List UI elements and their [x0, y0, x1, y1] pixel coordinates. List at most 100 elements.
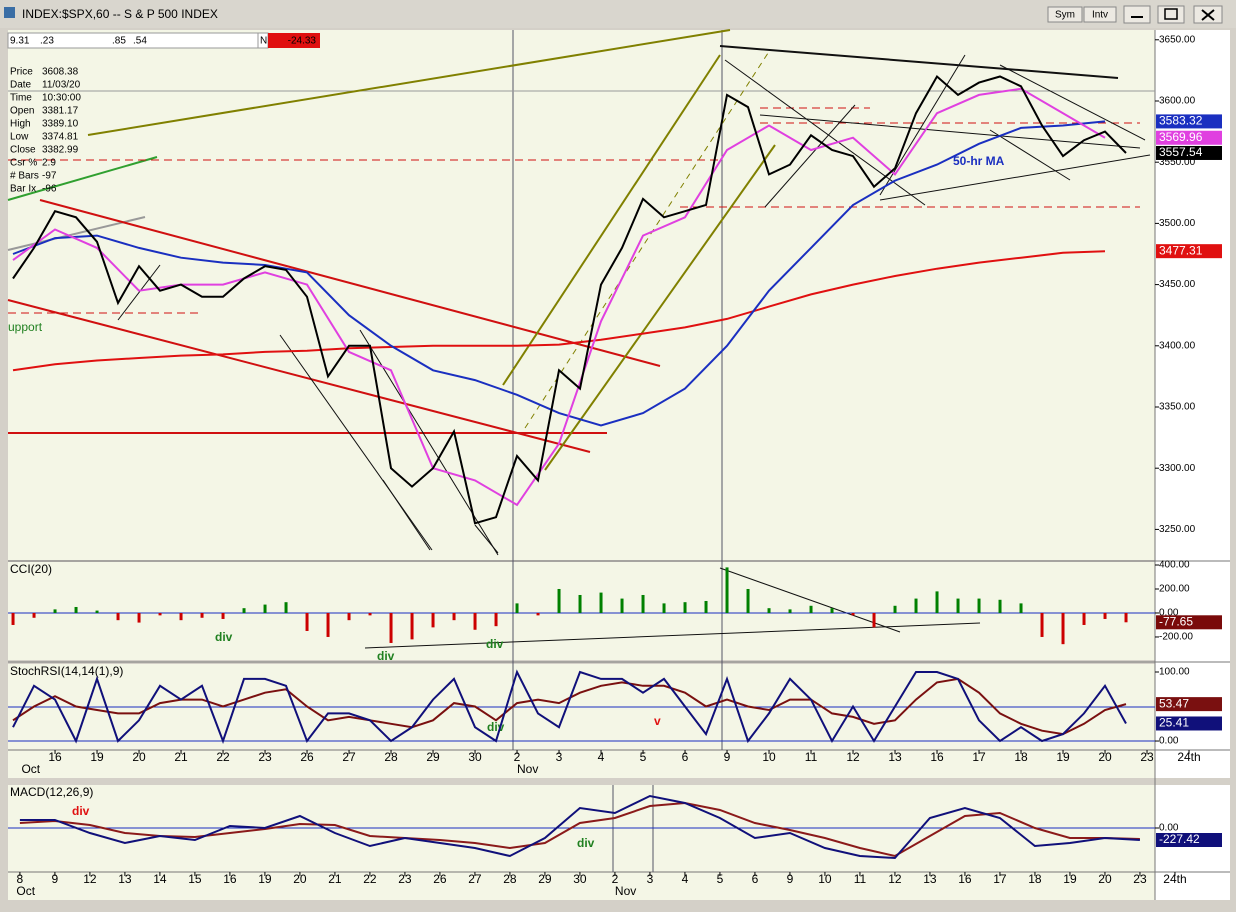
x-tick-label: 16	[48, 750, 62, 764]
bar	[872, 612, 876, 628]
price-pane	[8, 30, 1155, 560]
bar	[977, 598, 981, 613]
bar	[641, 594, 645, 613]
info-value: -96	[42, 184, 57, 195]
trendline	[87, 29, 731, 136]
y-tick-label: 3650.00	[1159, 34, 1196, 45]
intv-button[interactable]	[1083, 6, 1117, 23]
toolbar-value: N	[260, 36, 267, 47]
annotation: 50-hr MA	[953, 154, 1005, 168]
info-label: Csr %	[10, 158, 37, 169]
pane-title: StochRSI(14,14(1),9)	[10, 664, 123, 678]
bar	[158, 612, 162, 616]
channel-line	[502, 54, 721, 386]
x-tick-label: 20	[293, 872, 307, 886]
annotation: div	[377, 649, 395, 663]
value-box-label: 3557.54	[1159, 145, 1203, 159]
x-tick-label: 26	[300, 750, 314, 764]
channel-line	[524, 49, 771, 429]
bar	[32, 612, 36, 618]
info-label: Date	[10, 80, 32, 91]
value-box-label: 3569.96	[1159, 130, 1203, 144]
month-label: Oct	[16, 884, 35, 898]
y-tick-label: 3600.00	[1159, 96, 1196, 107]
y-tick-label: 3350.00	[1159, 402, 1196, 413]
info-label: Bar Ix	[10, 184, 36, 195]
readout-label: -227.42	[1159, 832, 1200, 846]
x-tick-label: 21	[328, 872, 342, 886]
annotation: div	[215, 630, 233, 644]
x-tick-label: 5	[640, 750, 647, 764]
info-label: Open	[10, 106, 34, 117]
trendline	[474, 524, 499, 554]
y-tick-label: 400.00	[1159, 560, 1190, 571]
date-axis	[8, 750, 1155, 778]
trendline	[999, 64, 1146, 141]
x-tick-label: 23	[398, 872, 412, 886]
info-label: # Bars	[10, 171, 39, 182]
annotation: v	[654, 714, 661, 728]
trendline	[759, 114, 1141, 149]
bar	[1061, 612, 1065, 645]
sym-button[interactable]	[1047, 6, 1083, 23]
y-tick-label: 0.00	[1159, 608, 1179, 619]
toolbar: 9.31 .23 .85 .54 N -24.33	[7, 32, 320, 49]
bar	[95, 610, 99, 613]
date-axis	[8, 872, 1155, 900]
bar	[263, 604, 267, 613]
minimize-button[interactable]	[1123, 5, 1151, 24]
bar	[74, 606, 78, 613]
bar	[452, 612, 456, 621]
bar	[725, 567, 729, 613]
x-tick-label: 19	[258, 872, 272, 886]
annotation: div	[486, 637, 504, 651]
value-box	[1156, 615, 1222, 630]
bar	[1019, 603, 1023, 613]
info-value: 3381.17	[42, 106, 79, 117]
bar	[473, 612, 477, 630]
month-label: Nov	[517, 762, 538, 776]
trendline	[39, 199, 661, 367]
x-tick-label: 11	[805, 750, 818, 764]
x-tick-label: 12	[83, 872, 97, 886]
x-tick-label: 29	[426, 750, 440, 764]
x-tick-label: 27	[468, 872, 482, 886]
bar	[1040, 612, 1044, 637]
bar	[830, 608, 834, 613]
info-value: 11/03/20	[42, 80, 81, 91]
trendline	[724, 59, 926, 206]
series-line	[12, 250, 1106, 372]
x-tick-label: 10	[762, 750, 776, 764]
bar	[935, 591, 939, 613]
x-tick-label: 11	[854, 872, 867, 886]
bar	[998, 599, 1002, 613]
x-tick-label: 22	[363, 872, 377, 886]
bar	[851, 612, 855, 616]
sym-label[interactable]: Sym	[1055, 10, 1075, 21]
bar	[620, 598, 624, 613]
x-tick-label: 9	[724, 750, 731, 764]
series-line	[12, 669, 1127, 744]
intv-label[interactable]: Intv	[1092, 10, 1108, 21]
value-box-label: 53.47	[1159, 696, 1189, 710]
x-tick-label: 4	[682, 872, 689, 886]
bar	[557, 588, 561, 613]
bar	[683, 602, 687, 613]
x-tick-label: 20	[1098, 872, 1112, 886]
trendline	[879, 54, 966, 196]
x-tick-label: 12	[846, 750, 860, 764]
x-tick-label: 19	[1063, 872, 1077, 886]
series-line	[12, 87, 1106, 507]
x-tick-label: 3	[556, 750, 563, 764]
trendline	[989, 129, 1071, 181]
toolbar-value: .23	[40, 36, 54, 47]
bar	[704, 600, 708, 613]
info-label: Price	[10, 67, 33, 78]
trendline	[364, 622, 981, 649]
x-tick-label: 13	[118, 872, 132, 886]
info-panel: Price 3608.38 Date 11/03/20 Time 10:30:00 Open…	[10, 67, 81, 195]
bar	[893, 605, 897, 613]
bar	[1124, 612, 1128, 623]
x-tick-label: 22	[216, 750, 230, 764]
info-value: 10:30:00	[42, 93, 81, 104]
